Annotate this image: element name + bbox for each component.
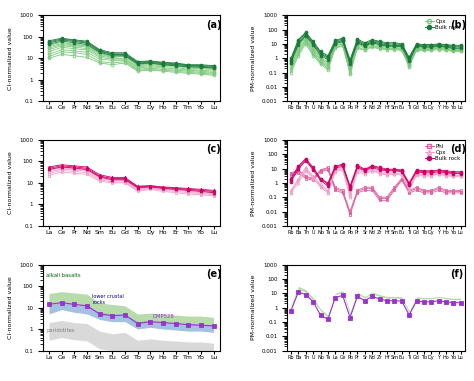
Y-axis label: CI-normalized value: CI-normalized value (9, 276, 13, 339)
Y-axis label: PM-normalized value: PM-normalized value (251, 26, 256, 91)
Y-axis label: CI-normalized value: CI-normalized value (9, 27, 13, 90)
Text: peridotites: peridotites (46, 328, 75, 333)
Y-axis label: PM-normalized value: PM-normalized value (251, 275, 256, 340)
Legend: Cpx, Bulk rock: Cpx, Bulk rock (424, 18, 462, 31)
Y-axis label: CI-normalized value: CI-normalized value (9, 152, 13, 214)
Text: (a): (a) (206, 19, 221, 30)
Text: (f): (f) (450, 269, 464, 279)
Legend: Phl, Cpx, Bulk rock: Phl, Cpx, Bulk rock (424, 142, 462, 162)
Text: (e): (e) (206, 269, 221, 279)
Text: alkali basalts: alkali basalts (46, 274, 81, 279)
Text: (d): (d) (450, 144, 466, 154)
Y-axis label: PM-normalized value: PM-normalized value (251, 150, 256, 216)
Text: DMP528: DMP528 (153, 314, 174, 319)
Text: lower crustal
rocks: lower crustal rocks (92, 294, 124, 305)
Text: (c): (c) (206, 144, 220, 154)
Text: (b): (b) (450, 19, 466, 30)
